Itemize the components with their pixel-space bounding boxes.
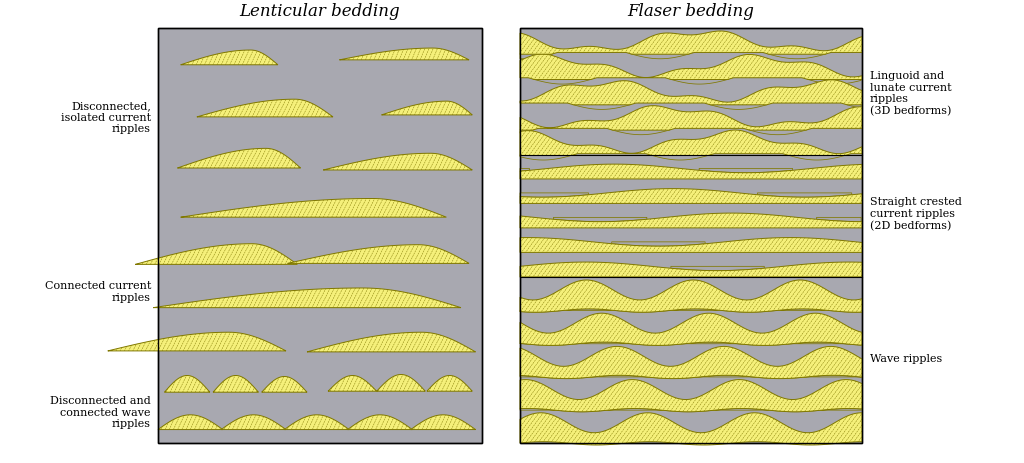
Polygon shape <box>377 375 425 391</box>
Polygon shape <box>197 100 333 118</box>
Polygon shape <box>520 165 862 180</box>
Polygon shape <box>307 332 475 352</box>
Polygon shape <box>520 380 862 412</box>
Polygon shape <box>520 281 862 313</box>
Polygon shape <box>758 194 852 198</box>
Text: Straight crested
current ripples
(2D bedforms): Straight crested current ripples (2D bed… <box>870 197 962 230</box>
Polygon shape <box>520 238 862 253</box>
Polygon shape <box>411 415 475 430</box>
Polygon shape <box>520 156 572 161</box>
Text: Disconnected,
isolated current
ripples: Disconnected, isolated current ripples <box>60 101 151 134</box>
Polygon shape <box>816 218 861 222</box>
Polygon shape <box>807 80 861 85</box>
Polygon shape <box>165 375 210 392</box>
Polygon shape <box>328 375 377 391</box>
Polygon shape <box>158 415 223 430</box>
Polygon shape <box>324 154 472 170</box>
Polygon shape <box>285 415 349 430</box>
Polygon shape <box>520 131 534 134</box>
Polygon shape <box>532 80 592 85</box>
Polygon shape <box>520 131 862 156</box>
Polygon shape <box>520 189 862 204</box>
Polygon shape <box>611 242 706 247</box>
Polygon shape <box>520 347 862 379</box>
Polygon shape <box>221 415 286 430</box>
Polygon shape <box>631 55 690 60</box>
Bar <box>158 29 482 444</box>
Polygon shape <box>710 105 768 110</box>
Polygon shape <box>339 49 469 61</box>
Polygon shape <box>671 267 764 271</box>
Polygon shape <box>520 169 529 172</box>
Polygon shape <box>520 309 862 313</box>
Polygon shape <box>787 156 847 161</box>
Text: Disconnected and
connected wave
ripples: Disconnected and connected wave ripples <box>50 395 151 429</box>
Polygon shape <box>520 55 862 81</box>
Polygon shape <box>135 244 297 265</box>
Polygon shape <box>520 313 862 346</box>
Polygon shape <box>520 213 862 228</box>
Polygon shape <box>670 80 729 85</box>
Polygon shape <box>520 342 862 346</box>
Polygon shape <box>520 81 862 106</box>
Polygon shape <box>520 413 862 445</box>
Polygon shape <box>347 415 413 430</box>
Polygon shape <box>520 106 862 131</box>
Polygon shape <box>180 199 446 218</box>
Polygon shape <box>520 194 589 198</box>
Polygon shape <box>154 288 461 308</box>
Polygon shape <box>262 377 307 392</box>
Text: Flaser bedding: Flaser bedding <box>628 3 755 19</box>
Bar <box>520 29 862 444</box>
Text: Linguoid and
lunate current
ripples
(3D bedforms): Linguoid and lunate current ripples (3D … <box>870 71 951 116</box>
Polygon shape <box>699 169 793 173</box>
Polygon shape <box>651 156 710 161</box>
Polygon shape <box>427 375 472 391</box>
Polygon shape <box>520 263 862 277</box>
Bar <box>520 29 862 444</box>
Polygon shape <box>748 131 807 135</box>
Polygon shape <box>382 102 472 116</box>
Polygon shape <box>180 51 278 66</box>
Polygon shape <box>846 105 861 109</box>
Text: Connected current
ripples: Connected current ripples <box>45 281 151 302</box>
Polygon shape <box>108 332 286 351</box>
Polygon shape <box>553 218 647 222</box>
Text: Wave ripples: Wave ripples <box>870 354 942 363</box>
Polygon shape <box>520 32 862 55</box>
Polygon shape <box>768 55 826 60</box>
Polygon shape <box>572 105 632 110</box>
Polygon shape <box>520 408 862 412</box>
Bar <box>158 29 482 444</box>
Polygon shape <box>520 55 553 60</box>
Polygon shape <box>213 375 258 392</box>
Polygon shape <box>520 375 862 379</box>
Polygon shape <box>288 245 469 264</box>
Polygon shape <box>611 131 670 135</box>
Polygon shape <box>177 149 301 169</box>
Text: Lenticular bedding: Lenticular bedding <box>240 3 400 19</box>
